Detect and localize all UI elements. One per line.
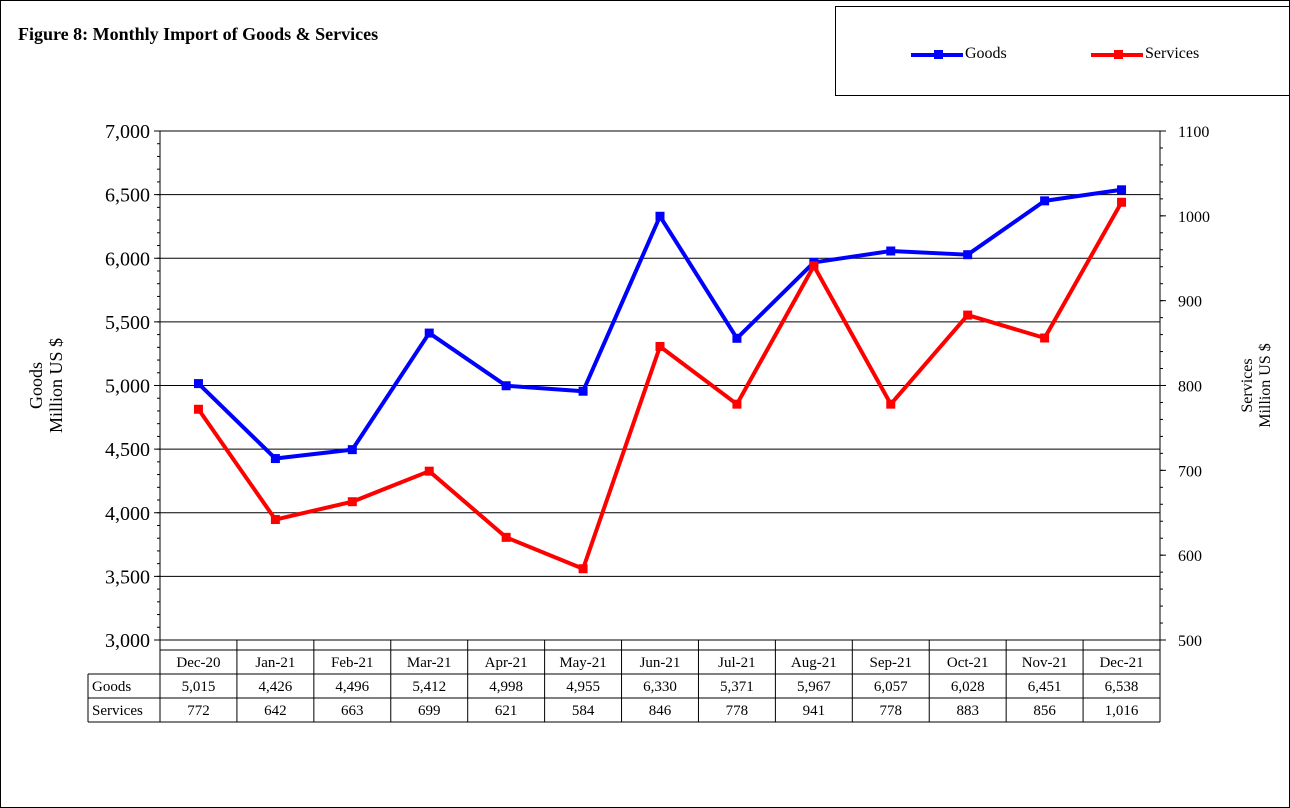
- y-right-tick-label: 800: [1178, 379, 1202, 396]
- x-tick-label: Oct-21: [947, 655, 989, 671]
- data-point-services: [1117, 197, 1127, 207]
- x-tick-label: Jan-21: [255, 655, 295, 671]
- table-cell-goods: 4,496: [335, 679, 369, 695]
- y-left-tick-label: 4,000: [105, 503, 150, 525]
- table-cell-services: 941: [803, 703, 826, 719]
- data-point-services: [809, 261, 819, 271]
- y-right-title-line1: Services: [1239, 358, 1256, 412]
- table-cell-services: 772: [187, 703, 210, 719]
- series-line-goods: [197, 187, 1122, 461]
- legend: Goods Services: [835, 6, 1290, 96]
- table-cell-services: 699: [418, 703, 441, 719]
- table-cell-goods: 6,451: [1028, 679, 1062, 695]
- table-cell-services: 883: [956, 703, 979, 719]
- data-point-goods: [1117, 185, 1127, 195]
- legend-goods-marker: [934, 50, 943, 59]
- data-point-goods: [1040, 196, 1050, 206]
- y-left-title-line2: Million US $: [46, 338, 66, 433]
- table-cell-services: 856: [1033, 703, 1056, 719]
- y-left-tick-label: 3,000: [105, 630, 150, 652]
- table-cell-goods: 4,998: [489, 679, 523, 695]
- table-cell-services: 778: [726, 703, 749, 719]
- table-cell-goods: 6,028: [951, 679, 985, 695]
- y-left-tick-label: 6,500: [105, 185, 150, 207]
- y-left-title-line1: Goods: [26, 362, 46, 409]
- table-cell-services: 584: [572, 703, 595, 719]
- legend-services-marker: [1114, 50, 1123, 59]
- data-point-services: [1040, 333, 1050, 343]
- data-point-goods: [655, 211, 665, 221]
- table-cell-goods: 4,426: [259, 679, 293, 695]
- y-left-tick-label: 4,500: [105, 439, 150, 461]
- table-cell-goods: 6,538: [1105, 679, 1139, 695]
- data-point-goods: [886, 246, 896, 256]
- y-left-tick-label: 5,500: [105, 312, 150, 334]
- x-tick-label: Sep-21: [870, 655, 913, 671]
- table-cell-services: 846: [649, 703, 672, 719]
- data-point-services: [655, 341, 665, 351]
- data-point-goods: [347, 445, 357, 455]
- y-right-tick-label: 600: [1178, 548, 1202, 565]
- x-tick-label: Apr-21: [485, 655, 528, 671]
- y-right-tick-label: 1000: [1178, 209, 1210, 226]
- y-left-tick-label: 5,000: [105, 376, 150, 398]
- y-left-tick-label: 6,000: [105, 248, 150, 270]
- data-point-goods: [193, 379, 203, 389]
- data-point-goods: [501, 381, 511, 391]
- table-cell-goods: 5,412: [412, 679, 446, 695]
- data-point-services: [193, 404, 203, 414]
- y-right-title-line2: Million US $: [1257, 343, 1274, 427]
- data-point-goods: [578, 386, 588, 396]
- legend-goods-label: Goods: [965, 45, 1007, 62]
- legend-services-label: Services: [1145, 45, 1200, 62]
- table-cell-services: 642: [264, 703, 287, 719]
- data-point-services: [578, 564, 588, 574]
- data-point-services: [732, 399, 742, 409]
- x-tick-label: Nov-21: [1022, 655, 1068, 671]
- x-tick-label: Jun-21: [640, 655, 681, 671]
- table-cell-services: 778: [880, 703, 903, 719]
- data-point-services: [270, 515, 280, 525]
- data-point-services: [347, 497, 357, 507]
- y-right-tick-label: 1100: [1178, 124, 1209, 141]
- y-left-tick-label: 3,500: [105, 566, 150, 588]
- table-cell-goods: 4,955: [566, 679, 600, 695]
- data-point-goods: [732, 333, 742, 343]
- table-cell-goods: 5,371: [720, 679, 754, 695]
- data-point-goods: [424, 328, 434, 338]
- table-cell-services: 1,016: [1105, 703, 1139, 719]
- x-tick-label: Mar-21: [407, 655, 452, 671]
- x-tick-label: Feb-21: [331, 655, 374, 671]
- x-tick-label: Aug-21: [791, 655, 837, 671]
- table-cell-goods: 5,015: [182, 679, 216, 695]
- x-tick-label: Dec-20: [176, 655, 220, 671]
- x-tick-label: Jul-21: [718, 655, 756, 671]
- data-point-services: [424, 466, 434, 476]
- data-point-goods: [963, 250, 973, 260]
- table-cell-services: 621: [495, 703, 518, 719]
- table-cell-goods: 6,330: [643, 679, 677, 695]
- y-right-tick-label: 900: [1178, 294, 1202, 311]
- chart-title: Figure 8: Monthly Import of Goods & Serv…: [18, 24, 379, 44]
- y-right-tick-label: 700: [1178, 463, 1202, 480]
- table-cell-goods: 5,967: [797, 679, 831, 695]
- x-tick-label: May-21: [559, 655, 607, 671]
- table-row-label-services: Services: [92, 703, 143, 719]
- table-row-label-goods: Goods: [92, 679, 131, 695]
- y-right-tick-label: 500: [1178, 633, 1202, 650]
- x-tick-label: Dec-21: [1099, 655, 1143, 671]
- table-cell-services: 663: [341, 703, 364, 719]
- data-point-goods: [270, 454, 280, 464]
- table-cell-goods: 6,057: [874, 679, 908, 695]
- data-point-services: [886, 399, 896, 409]
- y-left-tick-label: 7,000: [105, 121, 150, 143]
- data-point-services: [501, 532, 511, 542]
- data-point-services: [963, 310, 973, 320]
